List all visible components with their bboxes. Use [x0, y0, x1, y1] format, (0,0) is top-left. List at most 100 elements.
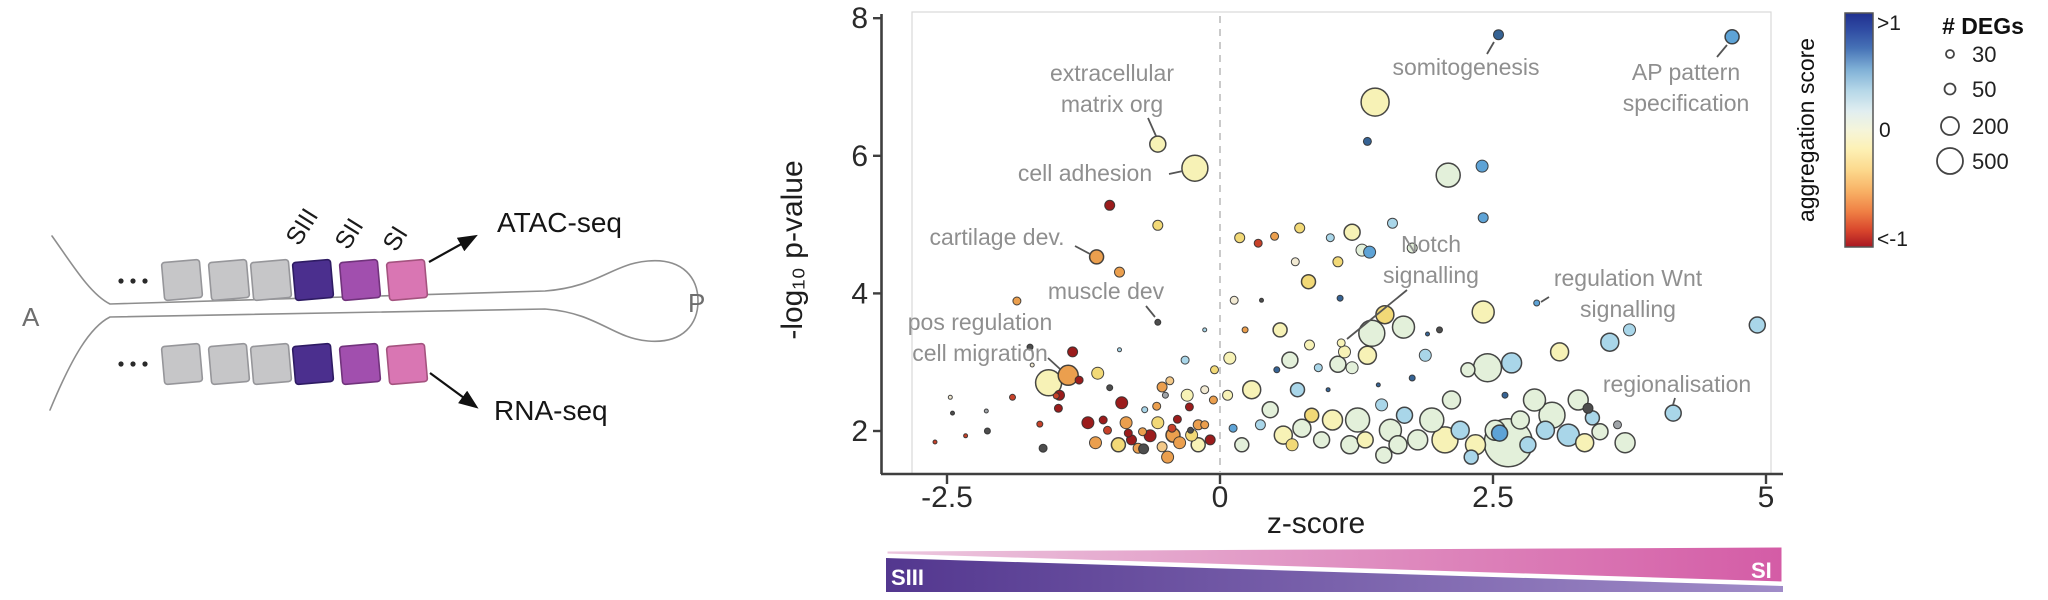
scatter-point	[1187, 426, 1194, 434]
somite-SII	[338, 342, 382, 386]
scatter-point	[1272, 322, 1288, 338]
somite-SII	[338, 258, 382, 302]
scatter-point	[1535, 420, 1556, 441]
scatter-point	[1119, 416, 1133, 430]
scatter-point	[1360, 87, 1390, 117]
scatter-point	[1228, 423, 1238, 433]
somite-gray	[160, 258, 204, 302]
scatter-point	[983, 427, 991, 435]
scatter-point	[1167, 423, 1177, 433]
scatter-point	[1441, 390, 1462, 410]
annotation-pointer	[1047, 357, 1061, 370]
axis-ticks: -2.5 0 2.5 5 2 4 6 8	[851, 2, 1774, 514]
scatter-point	[1591, 422, 1609, 441]
somite-squares	[160, 258, 429, 386]
scatter-point	[1270, 231, 1280, 241]
scatter-point	[963, 433, 969, 439]
annotation-label: cartilage dev.	[929, 224, 1064, 250]
scatter-point	[1406, 429, 1429, 451]
scatter-point	[1408, 374, 1416, 382]
scatter-point	[1500, 352, 1523, 374]
scatter-point	[1303, 407, 1320, 423]
scatter-point	[1321, 409, 1344, 431]
scatter-point	[1357, 345, 1378, 366]
scatter-point	[1463, 449, 1479, 465]
point-muscle-dev	[1154, 318, 1162, 326]
embryo-tail-diagram: A P SIII SII SI ATAC-seq RNA-seq	[22, 204, 705, 426]
colorbar-gradient	[1844, 12, 1874, 248]
scatter-point	[1180, 355, 1190, 365]
scatter-point	[1501, 391, 1509, 399]
scatter-point	[1375, 446, 1393, 464]
somite-gray	[249, 258, 293, 302]
scatter-point	[1281, 351, 1299, 369]
annotation-label: Notch signalling	[1383, 231, 1479, 288]
scatter-point	[1273, 366, 1281, 374]
scatter-point	[1358, 319, 1386, 348]
annotation-label: pos regulation cell migration	[908, 309, 1053, 366]
scatter-point	[1450, 420, 1470, 441]
scatter-point	[1614, 431, 1636, 454]
siii-purple-wedge	[886, 558, 1783, 592]
scatter-point	[1081, 416, 1095, 430]
scatter-point	[1115, 396, 1129, 410]
annotation-pointer	[1168, 170, 1184, 175]
scatter-point	[1460, 362, 1476, 378]
scatter-point	[1117, 347, 1122, 353]
scatter-point	[1152, 401, 1162, 411]
scatter-point	[1292, 418, 1312, 438]
x-axis-title: z-score	[1267, 507, 1365, 540]
point-somitogenesis	[1493, 29, 1504, 41]
point-extracellular-matrix-org	[1149, 135, 1167, 153]
scatter-point	[1285, 438, 1299, 452]
ellipsis-dot	[118, 278, 124, 284]
scatter-point	[983, 408, 989, 414]
somite-SI	[385, 342, 429, 386]
scatter-point	[1391, 315, 1416, 339]
legend-size-circle	[1943, 82, 1957, 96]
point-regionalisation	[1664, 404, 1682, 422]
scatter-point	[1336, 294, 1344, 302]
scatter-point	[1200, 385, 1210, 395]
scatter-point	[1098, 415, 1108, 425]
annotation-pointer	[1540, 296, 1550, 303]
annotation-pointer	[1147, 117, 1157, 137]
scatter-point	[1180, 388, 1194, 402]
annotation-pointer	[1074, 245, 1091, 255]
scatter-point	[1202, 327, 1208, 333]
annotation-label: regionalisation	[1603, 371, 1751, 397]
scatter-point	[1152, 219, 1164, 231]
somite-stage-siii-label: SIII	[280, 204, 324, 251]
scatter-point	[1253, 238, 1263, 248]
scatter-point	[1436, 326, 1443, 334]
scatter-point	[1406, 242, 1418, 254]
wedge-si-label: SI	[1751, 558, 1772, 583]
somite-gradient-bar: SIII SI	[884, 544, 1785, 592]
scatter-point	[1388, 435, 1408, 455]
scatter-point	[1343, 223, 1361, 241]
somite-stage-si-label: SI	[377, 221, 413, 256]
somite-gray	[207, 258, 251, 302]
colorbar-mid-label: 0	[1879, 119, 1891, 142]
scatter-point	[1304, 339, 1315, 351]
scatter-point	[1519, 436, 1537, 454]
scatter-point	[1156, 441, 1168, 453]
scatter-point	[1300, 273, 1317, 290]
annotation-label: somitogenesis	[1392, 54, 1539, 80]
scatter-point	[950, 410, 955, 416]
somite-SIII	[291, 258, 335, 302]
scatter-point	[1161, 450, 1175, 464]
ellipsis-dot	[130, 278, 136, 284]
x-tick-label: 0	[1212, 481, 1229, 514]
point-ap-pattern-specification	[1724, 29, 1740, 45]
scatter-point	[1241, 379, 1262, 400]
scatter-point	[1151, 416, 1165, 430]
scatter-point	[1362, 136, 1372, 146]
tail-outline	[49, 235, 699, 411]
y-axis-title: -log₁₀ p-value	[776, 160, 809, 339]
scatter-point	[1623, 323, 1636, 337]
scatter-point	[1312, 431, 1331, 449]
scatter-point	[1289, 381, 1306, 398]
degs-size-legend: # DEGs 30 50 200 500	[1936, 13, 2024, 175]
